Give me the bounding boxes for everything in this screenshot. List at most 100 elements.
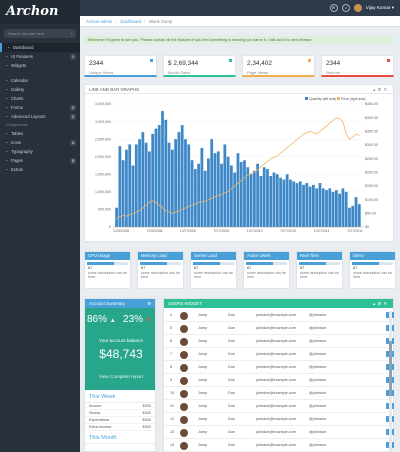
x-tick-label: 1/25/2008 [113, 229, 129, 233]
first-name: Jump [198, 391, 208, 395]
sidebar-item-dashboard[interactable]: ▪ Dashboard [0, 43, 80, 52]
y-left-tick-label: 500,000 [98, 208, 111, 212]
breadcrumb-item[interactable]: Dashboard [120, 19, 141, 24]
logo: Archon [0, 0, 80, 24]
this-month-title: This Month [85, 431, 155, 444]
bar [200, 147, 204, 227]
search-icon: ⌕ [70, 31, 73, 36]
bar [289, 179, 292, 227]
bar [184, 139, 187, 227]
metric-box: Real Time 67 some description can be here [296, 251, 343, 289]
bar [341, 188, 345, 227]
scrollbar[interactable] [389, 311, 392, 451]
metric-progress-fill [87, 262, 115, 265]
account-summary-header: Account Summary ⚙ [85, 299, 155, 308]
sidebar-item-calendar[interactable]: ▪ Calendar [0, 76, 80, 85]
sidebar-item-widgets[interactable]: ▪ Widgets [0, 61, 80, 70]
user-menu[interactable]: Vijay Kumar ▾ [354, 3, 394, 13]
bar [190, 160, 194, 227]
bar [154, 128, 158, 227]
week-row-label: Extra Income [89, 425, 112, 429]
sidebar-item-advanced-layouts[interactable]: ▪ Advanced Layouts 3 [0, 112, 80, 121]
sidebar-item-icons[interactable]: ▪ Icons 4 [0, 138, 80, 147]
y-left-tick-label: 0 [109, 225, 111, 229]
bar [144, 142, 148, 227]
bar [138, 139, 141, 227]
collapse-icon[interactable]: ▴ [373, 87, 378, 92]
bar [180, 125, 184, 227]
sidebar-item-pages[interactable]: ▪ Pages 5 [0, 156, 80, 165]
y-left-tick-label: 2,000,000 [95, 155, 111, 159]
sidebar-item-label: Widgets [11, 63, 27, 68]
sidebar-item-tables[interactable]: ▪ Tables [0, 129, 80, 138]
last-name: Doe [228, 352, 235, 356]
view-report-link[interactable]: View Complete report [98, 374, 144, 379]
pct-down: 23% ▼ [123, 314, 152, 325]
sidebar-item-extras[interactable]: ▪ Extras [0, 165, 80, 174]
avatar [180, 311, 188, 320]
metric-title: Real Time [297, 252, 342, 260]
gear-icon[interactable]: ⚙ [377, 301, 384, 306]
nav-badge: 5 [70, 157, 76, 164]
calendar-icon: ▪ [6, 78, 8, 83]
row-number: 6 [170, 339, 173, 343]
row-number: 5 [170, 326, 173, 330]
scrollbar-thumb[interactable] [389, 341, 392, 396]
metric-description: some description can be here [88, 271, 127, 280]
line-bar-chart: 0 500,000 1,000,000 1,500,000 2,000,000 2,500… [95, 97, 378, 233]
bar [131, 165, 135, 227]
messages-icon[interactable]: ✉ [329, 4, 338, 12]
metric-progress [87, 262, 128, 265]
y-left-tick-label: 3,000,000 [95, 120, 111, 124]
breadcrumb-item[interactable]: Archon Admin [86, 19, 113, 24]
metric-description: some description can be here [141, 271, 180, 280]
grid-icon: ▪ [6, 63, 8, 68]
search-input[interactable]: Search this site here ⌕ [4, 29, 76, 38]
bar [167, 142, 171, 227]
bar [213, 153, 217, 227]
gear-icon[interactable]: ⚙ [377, 87, 384, 92]
close-icon[interactable]: ✕ [383, 87, 389, 92]
email: johndoe@example.com [256, 352, 296, 356]
bar [236, 153, 240, 227]
sidebar-item-ui-features[interactable]: ▪ UI Features 1 [0, 52, 80, 61]
pct-up-value: 86% [87, 314, 108, 325]
bar [230, 165, 233, 227]
row-number: 13 [170, 430, 175, 434]
week-row: Expenditure $300 [85, 417, 155, 424]
notifications-icon[interactable]: ♫ [342, 4, 350, 12]
last-name: Doe [228, 339, 235, 343]
week-row-label: Expenditure [89, 418, 110, 422]
handle: @johndoe [309, 326, 327, 330]
panel-controls: ▴⚙✕ [373, 85, 389, 94]
sidebar-item-forms[interactable]: ▪ Forms 2 [0, 103, 80, 112]
bar [233, 172, 237, 227]
bar [239, 161, 243, 227]
email: johndoe@example.com [256, 443, 296, 447]
sidebar-item-label: Tables [11, 131, 24, 136]
bar [266, 169, 269, 227]
bar [177, 132, 181, 227]
sidebar-item-gallery[interactable]: ▪ Gallery [0, 85, 80, 94]
bar [357, 204, 361, 227]
sidebar-item-typography[interactable]: ▪ Typography [0, 147, 80, 156]
users-widget-header: USERS WIDGET ▴⚙✕ [164, 299, 393, 308]
gear-icon[interactable]: ⚙ [147, 301, 151, 306]
metric-value: 67 [194, 266, 199, 270]
y-left-tick-label: 1,500,000 [95, 172, 111, 176]
sidebar-item-charts[interactable]: ▪ Charts [0, 94, 80, 103]
row-number: 12 [170, 417, 175, 421]
bar [344, 191, 348, 227]
chart-icon: ▪ [6, 96, 8, 101]
this-week-title: This Week [85, 390, 155, 403]
bar [351, 205, 355, 227]
row-number: 8 [170, 365, 173, 369]
row-number: 11 [170, 404, 174, 408]
collapse-icon[interactable]: ▴ [373, 301, 378, 306]
close-icon[interactable]: ✕ [383, 301, 389, 306]
metric-progress [140, 262, 181, 265]
bar [125, 149, 128, 227]
